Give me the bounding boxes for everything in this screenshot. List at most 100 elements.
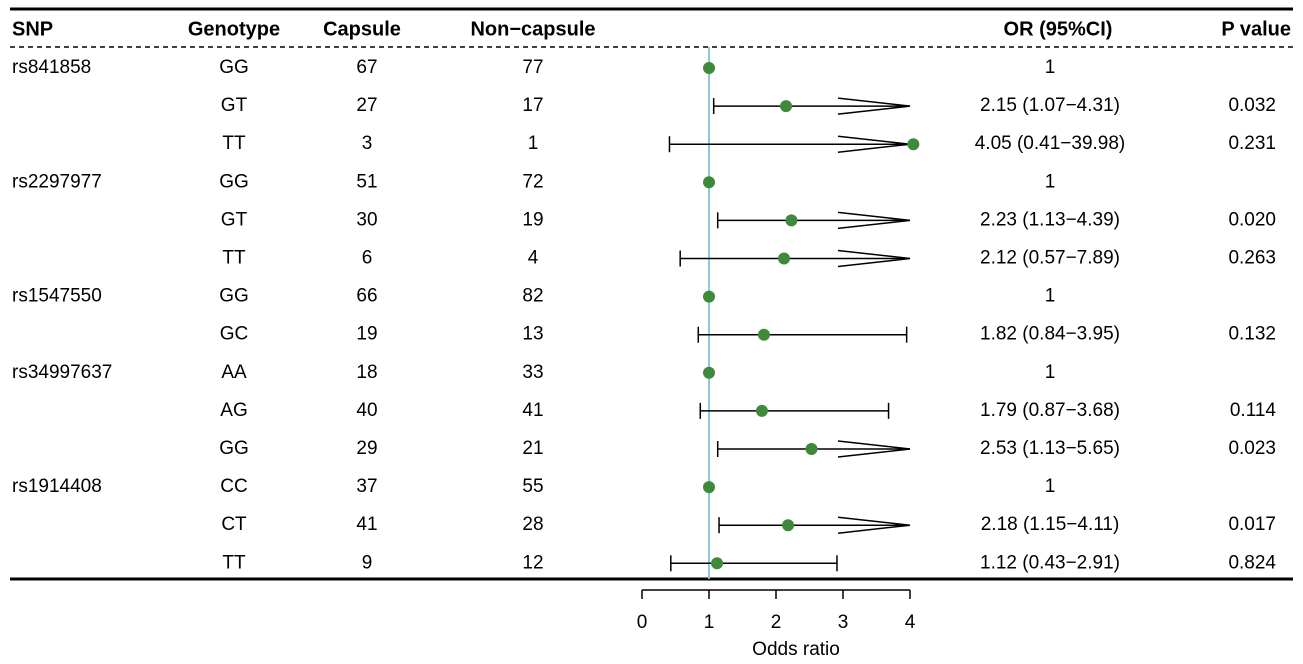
or-point — [703, 176, 715, 189]
genotype: GG — [219, 57, 249, 78]
or-ci: 1.79 (0.87−3.68) — [980, 400, 1120, 421]
or-ci: 2.23 (1.13−4.39) — [980, 209, 1120, 230]
genotype: CT — [221, 514, 247, 535]
capsule-count: 51 — [356, 171, 377, 192]
capsule-count: 18 — [356, 362, 377, 383]
genotype: GC — [220, 324, 249, 345]
or-ci: 2.15 (1.07−4.31) — [980, 95, 1120, 116]
or-point — [755, 404, 768, 417]
x-tick-label: 4 — [905, 612, 916, 633]
p-value: 0.032 — [1228, 95, 1276, 116]
non-capsule-count: 82 — [522, 286, 543, 307]
capsule-count: 29 — [356, 438, 377, 459]
ci-arrow — [837, 97, 911, 115]
or-ci: 1 — [1045, 476, 1056, 497]
genotype: TT — [222, 552, 246, 573]
capsule-count: 9 — [362, 552, 373, 573]
non-capsule-count: 12 — [522, 552, 543, 573]
capsule-count: 27 — [356, 95, 377, 116]
or-point — [785, 214, 798, 227]
or-point — [782, 519, 795, 532]
or-ci: 1 — [1045, 57, 1056, 78]
genotype: TT — [222, 133, 246, 154]
column-header: P value — [1221, 18, 1291, 40]
genotype: GG — [219, 286, 249, 307]
genotype: AG — [220, 400, 247, 421]
or-ci: 1.82 (0.84−3.95) — [980, 324, 1120, 345]
x-tick-label: 1 — [704, 612, 715, 633]
or-ci: 2.18 (1.15−4.11) — [981, 514, 1120, 535]
snp-label: rs1914408 — [12, 476, 102, 497]
ci-arrow — [837, 249, 911, 268]
or-point — [703, 62, 715, 74]
or-ci: 1 — [1045, 286, 1056, 307]
capsule-count: 30 — [356, 209, 377, 230]
non-capsule-count: 13 — [522, 324, 543, 345]
genotype: GG — [219, 171, 249, 192]
x-tick-label: 0 — [637, 612, 648, 633]
non-capsule-count: 72 — [522, 171, 543, 192]
column-header: SNP — [12, 18, 53, 40]
snp-label: rs1547550 — [12, 286, 102, 307]
x-tick-label: 3 — [838, 612, 849, 633]
or-point — [778, 252, 791, 265]
or-ci: 1.12 (0.43−2.91) — [980, 552, 1120, 573]
or-point — [757, 328, 770, 341]
p-value: 0.020 — [1228, 209, 1276, 230]
p-value: 0.114 — [1230, 400, 1277, 421]
or-point — [703, 366, 715, 379]
genotype: TT — [222, 248, 246, 269]
non-capsule-count: 19 — [522, 209, 543, 230]
capsule-count: 37 — [356, 476, 377, 497]
non-capsule-count: 21 — [522, 438, 543, 459]
or-point — [805, 443, 818, 455]
p-value: 0.824 — [1228, 552, 1276, 573]
snp-label: rs34997637 — [12, 362, 112, 383]
column-header: Capsule — [323, 18, 401, 40]
ci-arrow — [837, 516, 911, 534]
or-point — [780, 100, 793, 113]
capsule-count: 67 — [356, 57, 377, 78]
x-axis-title: Odds ratio — [752, 639, 840, 660]
genotype: GG — [219, 438, 249, 459]
capsule-count: 40 — [356, 400, 377, 421]
non-capsule-count: 55 — [522, 476, 543, 497]
column-header: Non−capsule — [470, 18, 595, 40]
or-point — [711, 557, 724, 570]
capsule-count: 3 — [362, 133, 373, 154]
capsule-count: 66 — [356, 286, 377, 307]
p-value: 0.231 — [1228, 133, 1276, 154]
p-value: 0.017 — [1228, 514, 1276, 535]
snp-label: rs2297977 — [12, 171, 102, 192]
non-capsule-count: 33 — [522, 362, 543, 383]
non-capsule-count: 41 — [522, 400, 543, 421]
x-tick-label: 2 — [771, 612, 782, 633]
p-value: 0.263 — [1228, 248, 1276, 269]
genotype: GT — [221, 209, 248, 230]
or-ci: 4.05 (0.41−39.98) — [975, 133, 1126, 154]
non-capsule-count: 77 — [522, 57, 543, 78]
non-capsule-count: 17 — [522, 95, 543, 116]
genotype: CC — [220, 476, 247, 497]
snp-label: rs841858 — [12, 57, 91, 78]
non-capsule-count: 4 — [528, 248, 539, 269]
capsule-count: 19 — [356, 324, 377, 345]
capsule-count: 41 — [356, 514, 377, 535]
genotype: AA — [221, 362, 247, 383]
or-point — [703, 481, 715, 494]
p-value: 0.132 — [1228, 324, 1276, 345]
column-header: Genotype — [188, 18, 280, 40]
or-ci: 1 — [1045, 171, 1056, 192]
non-capsule-count: 28 — [522, 514, 543, 535]
capsule-count: 6 — [362, 248, 373, 269]
or-ci: 2.53 (1.13−5.65) — [980, 438, 1120, 459]
ci-arrow — [837, 211, 911, 230]
column-header: OR (95%CI) — [1004, 18, 1113, 40]
or-point — [703, 290, 715, 303]
non-capsule-count: 1 — [528, 133, 539, 154]
p-value: 0.023 — [1228, 438, 1276, 459]
or-ci: 1 — [1045, 362, 1056, 383]
genotype: GT — [221, 95, 248, 116]
